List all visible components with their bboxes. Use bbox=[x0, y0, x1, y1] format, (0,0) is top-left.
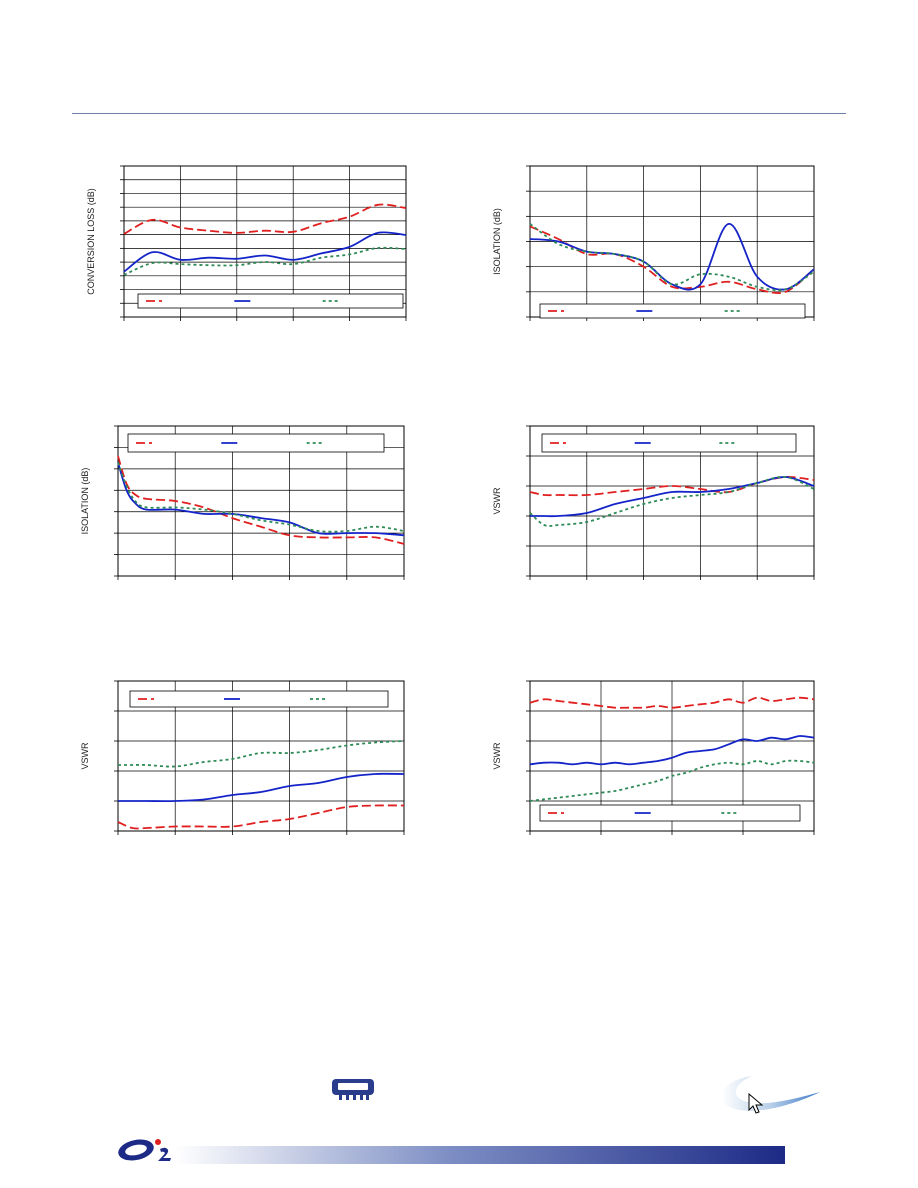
chart-isolation-lower: ISOLATION (dB) bbox=[70, 420, 410, 580]
series-line-2 bbox=[529, 223, 815, 292]
chart-vswr-upper: VSWR bbox=[480, 420, 820, 580]
series-line-1 bbox=[123, 231, 407, 273]
chart-svg: VSWR bbox=[492, 425, 815, 580]
y-axis-label: ISOLATION (dB) bbox=[80, 468, 90, 535]
series-line-0 bbox=[529, 476, 815, 497]
company-logo-icon bbox=[116, 1133, 180, 1163]
mouse-cursor-icon bbox=[748, 1093, 764, 1114]
legend-box bbox=[137, 293, 404, 309]
series-line-1 bbox=[529, 735, 815, 766]
chart-svg: ISOLATION (dB) bbox=[80, 425, 405, 580]
chart-vswr-lower-right: VSWR bbox=[480, 675, 820, 835]
series-line-2 bbox=[117, 462, 405, 533]
y-axis-label: ISOLATION (dB) bbox=[492, 208, 502, 275]
header-rule bbox=[72, 113, 846, 114]
series-line-2 bbox=[529, 759, 815, 802]
legend-box bbox=[541, 433, 797, 453]
y-axis-label: VSWR bbox=[80, 742, 90, 770]
chart-isolation-upper: ISOLATION (dB) bbox=[480, 160, 820, 325]
y-axis-label: VSWR bbox=[492, 487, 502, 515]
chart-vswr-lower-left: VSWR bbox=[70, 675, 410, 835]
series-line-2 bbox=[123, 246, 407, 276]
legend-box bbox=[539, 303, 806, 319]
mmic-chip-icon bbox=[331, 1078, 375, 1102]
series-line-0 bbox=[123, 203, 407, 235]
chart-conversion-loss: CONVERSION LOSS (dB) bbox=[70, 160, 410, 325]
series-line-0 bbox=[117, 804, 405, 830]
series-line-1 bbox=[529, 476, 815, 518]
y-axis-label: CONVERSION LOSS (dB) bbox=[86, 188, 96, 295]
series-line-1 bbox=[118, 772, 405, 803]
series-line-0 bbox=[529, 696, 815, 709]
legend-box bbox=[539, 804, 801, 822]
chart-svg: VSWR bbox=[492, 680, 815, 835]
series-line-1 bbox=[117, 462, 405, 537]
series-line-2 bbox=[529, 475, 815, 527]
swoosh-graphic-icon bbox=[712, 1070, 824, 1120]
chart-svg: ISOLATION (dB) bbox=[492, 165, 815, 321]
legend-box bbox=[127, 433, 385, 453]
chart-svg: CONVERSION LOSS (dB) bbox=[86, 165, 407, 321]
y-axis-label: VSWR bbox=[492, 742, 502, 770]
legend-box bbox=[129, 690, 389, 708]
series-line-0 bbox=[117, 455, 405, 545]
footer-gradient-bar bbox=[175, 1146, 785, 1164]
chart-svg: VSWR bbox=[80, 680, 405, 835]
